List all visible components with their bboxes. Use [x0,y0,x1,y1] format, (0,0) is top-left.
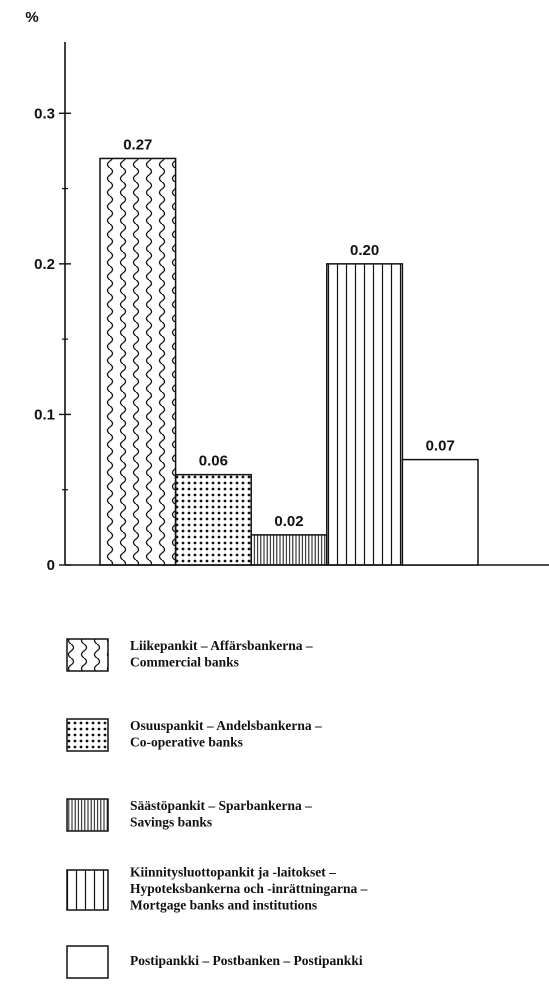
legend-label: Savings banks [130,814,212,829]
bar [250,534,328,566]
legend-label: Osuuspankit – Andelsbankerna – [130,718,322,733]
value-label: 0.20 [350,242,379,259]
legend-label: Mortgage banks and institutions [130,898,317,913]
bar [99,157,177,566]
legend-label: Liikepankit – Affärsbankerna – [130,638,313,653]
value-label: 0.02 [274,513,303,530]
y-axis-label: % [25,9,38,26]
legend-swatch [66,638,109,672]
legend-swatch [66,945,109,979]
legend-swatch [66,718,109,752]
y-tick-label: 0 [47,557,55,574]
y-tick-label: 0.2 [34,256,55,273]
legend-label: Kiinnitysluottopankit ja -laitokset – [130,865,336,880]
legend-swatch [66,798,109,832]
bar [174,473,252,566]
legend-swatch [66,869,109,911]
y-tick-label: 0.1 [34,406,55,423]
legend-label: Postipankki – Postbanken – Postipankki [130,953,363,968]
legend-label: Säästöpankit – Sparbankerna – [130,798,312,813]
legend-label: Commercial banks [130,654,239,669]
legend-label: Hypoteksbankerna och -inrättningarna – [130,881,368,896]
value-label: 0.07 [426,438,455,455]
bar [326,263,404,566]
y-tick-label: 0.3 [34,105,55,122]
bar [401,458,479,566]
legend-label: Co-operative banks [130,734,243,749]
value-label: 0.06 [199,453,228,470]
value-label: 0.27 [123,136,152,153]
